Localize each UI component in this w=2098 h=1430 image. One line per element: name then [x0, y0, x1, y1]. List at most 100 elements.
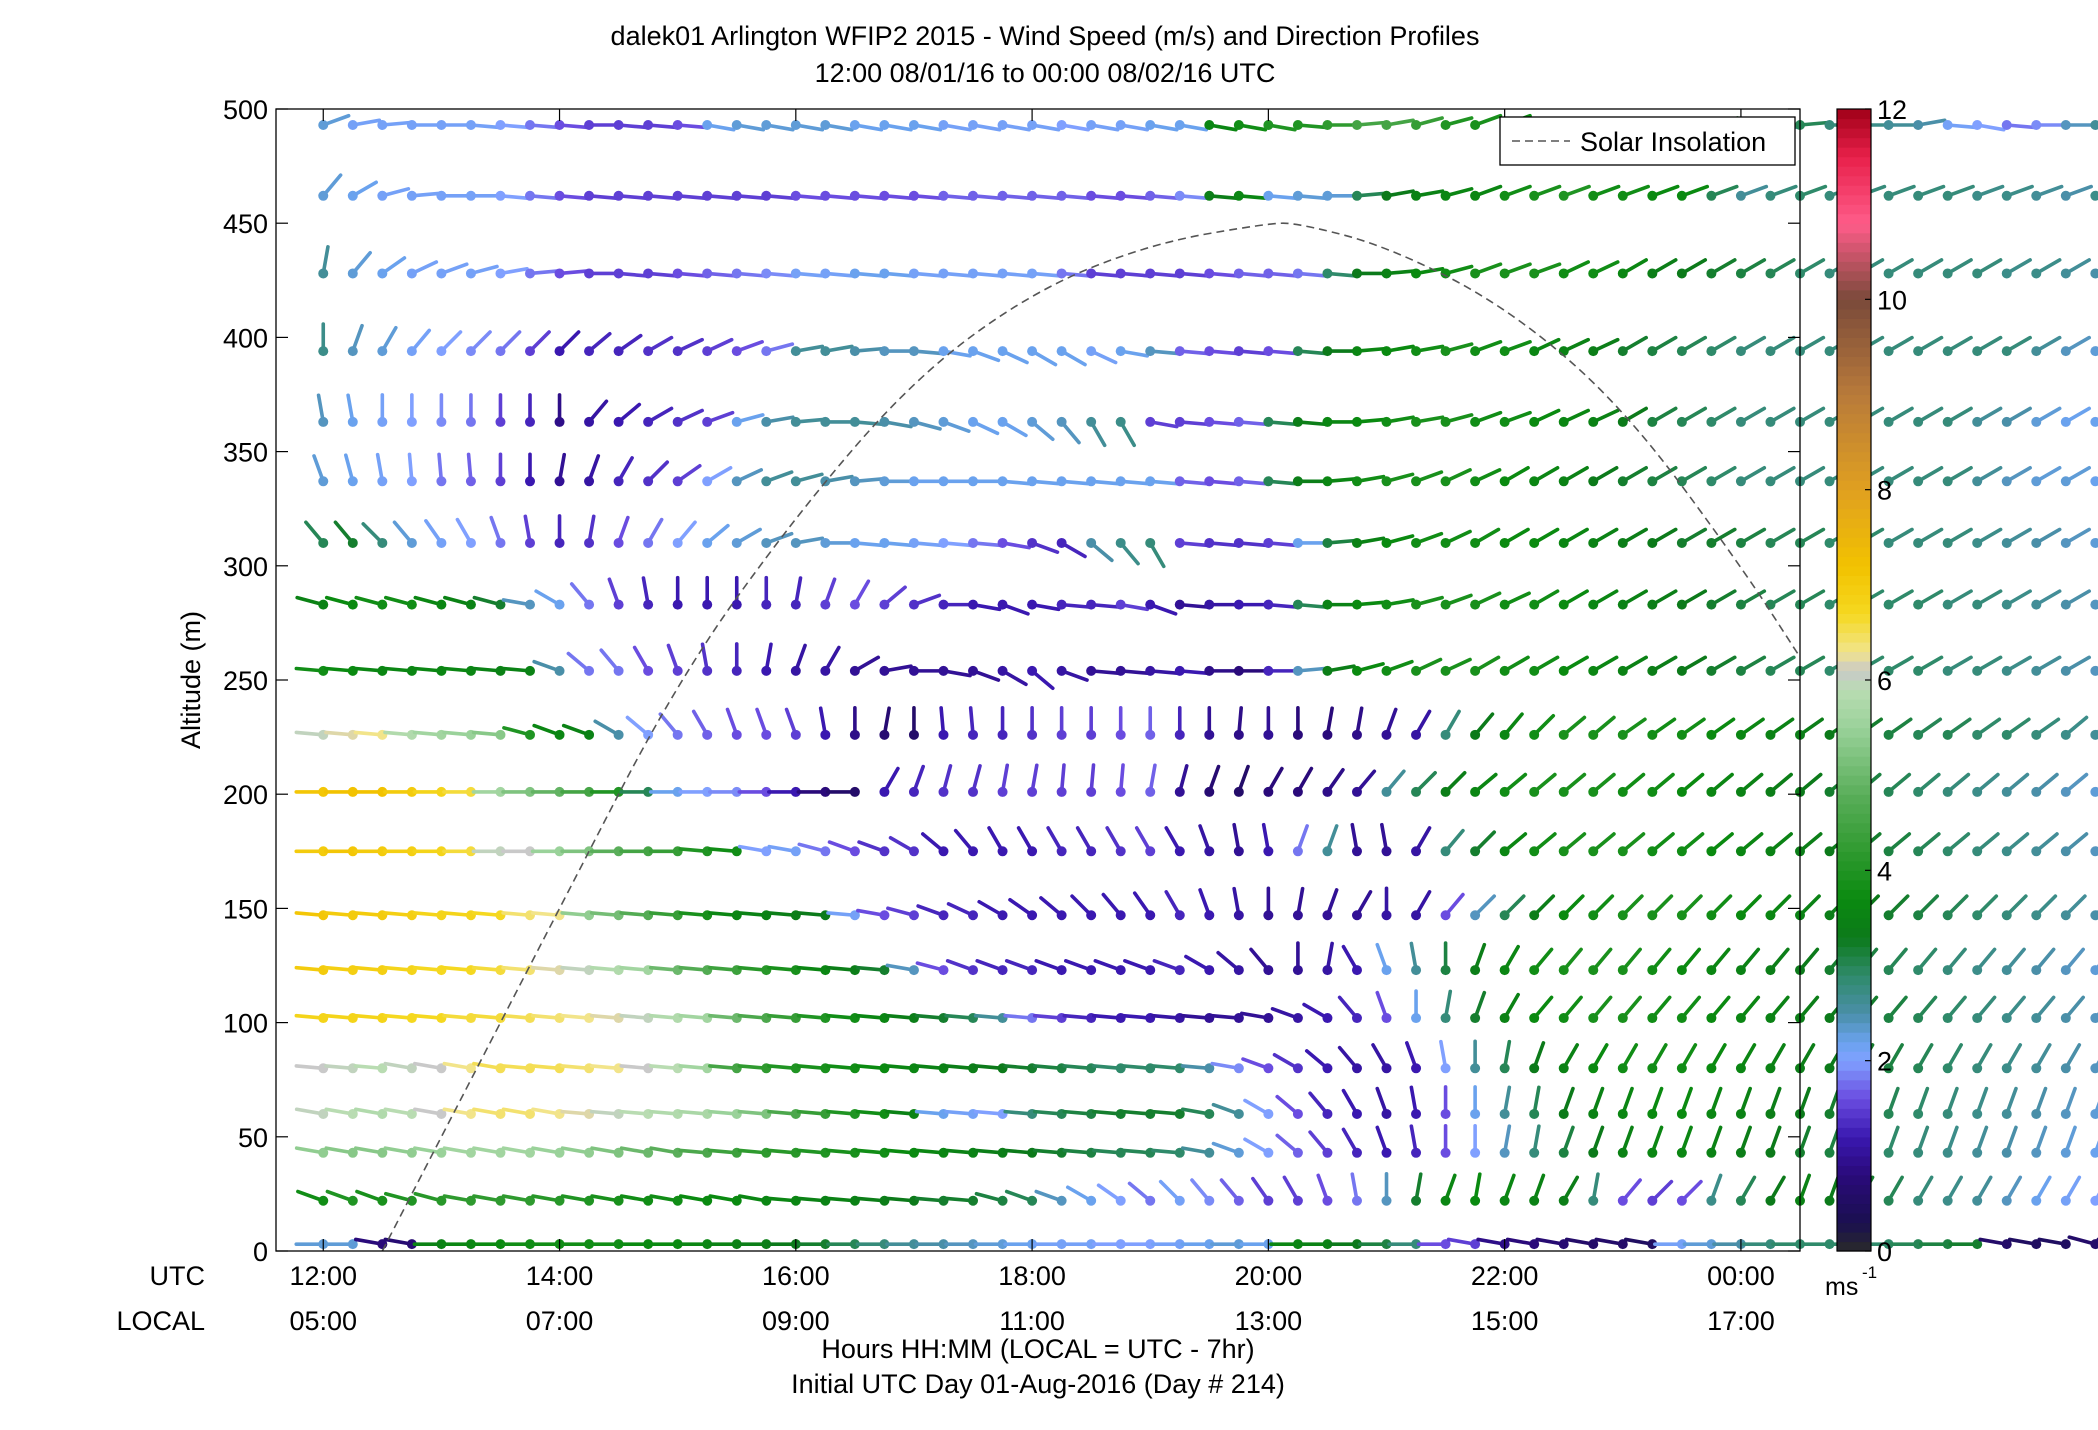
colorbar-segment [1837, 670, 1871, 681]
wind-barb-dot [643, 268, 654, 279]
wind-barb [1027, 706, 1038, 740]
wind-barb-dot [2031, 665, 2042, 676]
wind-barb [2001, 1125, 2018, 1158]
wind-barb-dot [1558, 190, 1569, 201]
wind-barb-dot [1204, 786, 1215, 797]
wind-barb [1164, 826, 1185, 857]
wind-barb-dot [318, 1108, 329, 1119]
wind-barb-dot [790, 537, 801, 548]
wind-barb-dot [465, 119, 476, 130]
wind-barb [465, 119, 500, 130]
y-tick-label: 450 [223, 209, 268, 239]
wind-barb-dot [465, 599, 476, 610]
wind-barb [1617, 947, 1642, 976]
wind-barb-dot [1972, 537, 1983, 548]
wind-barb-dot [1115, 346, 1126, 357]
wind-barb [1942, 1125, 1959, 1158]
wind-barb [1470, 1123, 1481, 1158]
wind-barb-dot [1499, 786, 1510, 797]
wind-barb [1470, 410, 1503, 427]
wind-barb-dot [1647, 965, 1658, 976]
wind-barb [1470, 655, 1501, 676]
wind-barb [1409, 1124, 1422, 1158]
wind-barb [353, 846, 388, 857]
wind-barb-dot [1913, 476, 1924, 487]
colorbar-segment [1837, 185, 1871, 196]
colorbar-segment [1837, 1003, 1871, 1014]
wind-barb [1499, 410, 1532, 427]
wind-barb [1676, 832, 1705, 857]
wind-barb [1765, 406, 1796, 427]
wind-barb [625, 715, 654, 740]
wind-barb-dot [1086, 1239, 1097, 1250]
wind-barb [554, 330, 581, 357]
wind-barb [443, 595, 476, 610]
wind-barb-dot [672, 190, 683, 201]
wind-barb [1470, 184, 1503, 201]
wind-barb-dot [1735, 1147, 1746, 1158]
wind-barb [820, 577, 837, 610]
wind-barb [1151, 1147, 1185, 1158]
y-axis-label: Altitude (m) [176, 611, 206, 749]
wind-barb [1263, 268, 1298, 279]
wind-barb-dot [2001, 846, 2012, 857]
wind-barb [1263, 766, 1284, 797]
wind-barb [333, 520, 358, 548]
wind-barb-dot [1676, 537, 1687, 548]
colorbar-tick-label: 0 [1877, 1237, 1892, 1267]
wind-barb-dot [1204, 1239, 1215, 1250]
wind-barb [1558, 947, 1583, 976]
wind-barb [554, 452, 567, 487]
wind-barb-dot [377, 416, 388, 427]
wind-barb [455, 517, 476, 548]
wind-barb [1558, 715, 1587, 740]
wind-barb-dot [1883, 537, 1894, 548]
wind-barb-dot [1647, 729, 1658, 740]
wind-barb [702, 190, 736, 201]
wind-barb [294, 846, 329, 857]
wind-barb-dot [1470, 476, 1481, 487]
wind-barb [1381, 1171, 1392, 1206]
wind-barb [1261, 822, 1274, 857]
wind-barb-dot [1735, 416, 1746, 427]
wind-barb [2037, 1237, 2071, 1250]
wind-barb-dot [1883, 965, 1894, 976]
colorbar-segment [1837, 546, 1871, 557]
wind-barb [1942, 335, 1973, 357]
wind-barb [678, 1239, 713, 1250]
wind-barb [1588, 1043, 1609, 1074]
colorbar-segment [1837, 965, 1871, 976]
wind-barb [1233, 665, 1268, 676]
wind-barb [790, 576, 803, 610]
wind-barb-dot [406, 599, 417, 610]
wind-barb-dot [465, 346, 476, 357]
colorbar-segment [1837, 765, 1871, 776]
wind-barb-dot [1056, 537, 1067, 548]
colorbar-segment [1837, 1022, 1871, 1033]
colorbar-segment [1837, 1241, 1871, 1252]
wind-barb-dot [1411, 346, 1422, 357]
wind-barb-dot [820, 346, 831, 357]
wind-barb-dot [968, 1239, 979, 1250]
colorbar-segment [1837, 308, 1871, 319]
colorbar-segment [1837, 518, 1871, 529]
wind-barb-dot [495, 476, 506, 487]
wind-barb-dot [1765, 190, 1776, 201]
wind-barb [560, 1194, 595, 1206]
wind-barb [1913, 589, 1944, 610]
x-tick-label-local: 17:00 [1707, 1306, 1775, 1336]
wind-barb-dot [1558, 599, 1569, 610]
wind-barb-dot [1735, 729, 1746, 740]
wind-barb-dot [1588, 1013, 1599, 1024]
wind-barb-dot [347, 268, 358, 279]
wind-barb-dot [1883, 729, 1894, 740]
wind-barb [1617, 258, 1648, 279]
wind-barb [501, 1146, 535, 1158]
wind-barb [879, 476, 914, 487]
wind-barb [1086, 763, 1097, 797]
wind-barb [312, 454, 329, 487]
wind-barb [1233, 268, 1268, 279]
wind-barb [1211, 1141, 1244, 1158]
wind-barb-dot [584, 665, 595, 676]
wind-barb [944, 1239, 979, 1250]
